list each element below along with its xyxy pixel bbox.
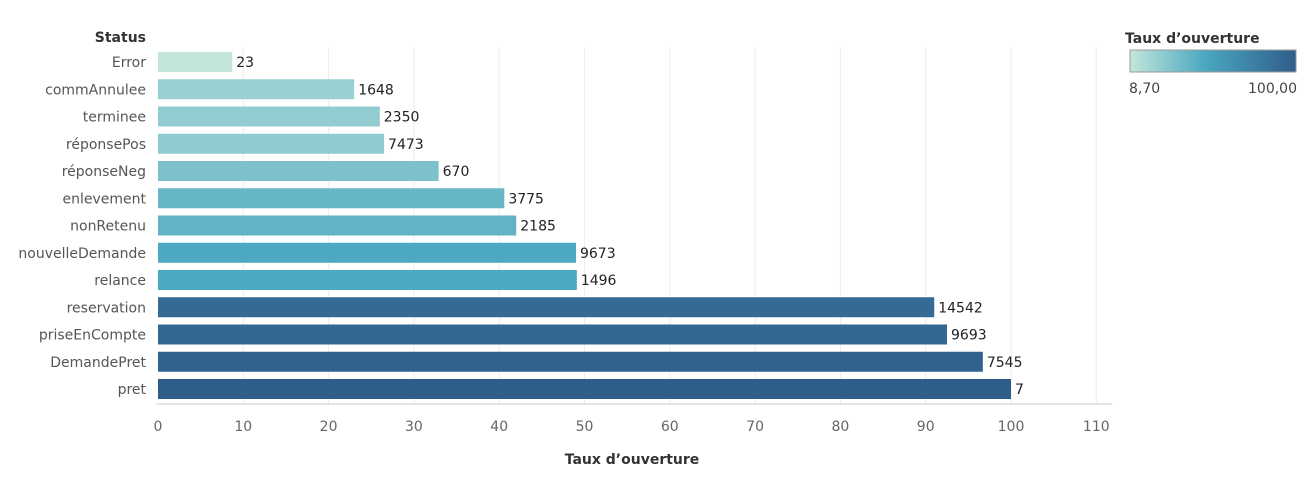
bar[interactable] bbox=[158, 270, 577, 290]
category-label: commAnnulee bbox=[45, 82, 146, 98]
bar[interactable] bbox=[158, 106, 380, 127]
bar[interactable] bbox=[158, 324, 948, 345]
legend-min-label: 8,70 bbox=[1129, 81, 1160, 97]
data-label: 9673 bbox=[580, 246, 616, 262]
x-tick-label: 30 bbox=[405, 419, 423, 435]
category-label: réponsePos bbox=[66, 137, 146, 153]
data-label: 14542 bbox=[938, 300, 983, 316]
bar[interactable] bbox=[158, 79, 355, 100]
legend-max-label: 100,00 bbox=[1248, 81, 1297, 97]
bar[interactable] bbox=[158, 188, 505, 209]
x-tick-label: 90 bbox=[917, 419, 935, 435]
x-tick-label: 110 bbox=[1083, 419, 1110, 435]
data-label: 23 bbox=[236, 55, 254, 71]
bar[interactable] bbox=[158, 379, 1011, 399]
bar[interactable] bbox=[158, 133, 385, 154]
category-label: priseEnCompte bbox=[39, 328, 146, 344]
bar[interactable] bbox=[158, 297, 935, 318]
category-label: reservation bbox=[67, 300, 146, 316]
category-label: enlevement bbox=[62, 191, 146, 207]
data-label: 7473 bbox=[388, 137, 424, 153]
data-label: 1496 bbox=[581, 273, 617, 289]
category-label: Error bbox=[112, 55, 146, 71]
category-label: réponseNeg bbox=[62, 164, 146, 180]
data-label: 7 bbox=[1015, 382, 1024, 398]
legend-color-ramp bbox=[1129, 49, 1297, 73]
x-tick-label: 60 bbox=[661, 419, 679, 435]
row-header-status: Status bbox=[95, 30, 146, 46]
data-label: 1648 bbox=[358, 82, 394, 98]
bar[interactable] bbox=[158, 161, 439, 181]
legend-title: Taux d’ouverture bbox=[1125, 31, 1260, 47]
x-tick-label: 50 bbox=[576, 419, 594, 435]
bar[interactable] bbox=[158, 242, 576, 263]
x-tick-label: 20 bbox=[320, 419, 338, 435]
category-label: pret bbox=[118, 382, 147, 398]
category-label: relance bbox=[94, 273, 146, 289]
data-label: 7545 bbox=[987, 355, 1023, 371]
x-tick-label: 80 bbox=[831, 419, 849, 435]
bar[interactable] bbox=[158, 52, 233, 72]
x-tick-label: 10 bbox=[234, 419, 252, 435]
x-tick-label: 100 bbox=[998, 419, 1025, 435]
category-label: terminee bbox=[83, 110, 146, 126]
category-label: DemandePret bbox=[50, 355, 146, 371]
data-label: 2350 bbox=[384, 110, 420, 126]
x-axis-title: Taux d’ouverture bbox=[565, 452, 700, 468]
data-label: 9693 bbox=[951, 328, 987, 344]
x-tick-label: 70 bbox=[746, 419, 764, 435]
category-label: nonRetenu bbox=[70, 219, 146, 235]
data-label: 670 bbox=[443, 164, 470, 180]
bar[interactable] bbox=[158, 215, 517, 236]
bar[interactable] bbox=[158, 351, 983, 372]
data-label: 3775 bbox=[508, 191, 544, 207]
category-label: nouvelleDemande bbox=[18, 246, 146, 262]
x-tick-label: 0 bbox=[154, 419, 163, 435]
data-label: 2185 bbox=[520, 219, 556, 235]
x-tick-label: 40 bbox=[490, 419, 508, 435]
